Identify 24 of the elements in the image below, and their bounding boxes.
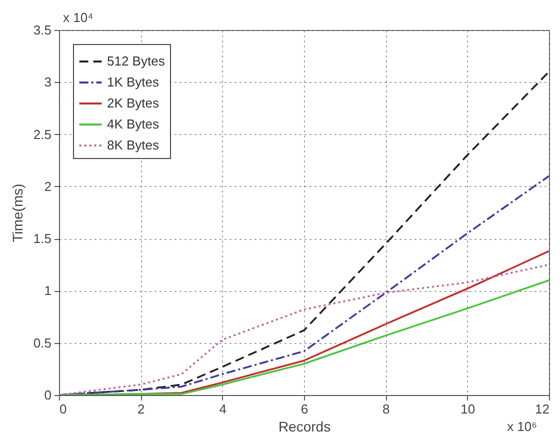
y-tick-label: 1 — [44, 283, 52, 298]
text: x 10⁶ — [507, 419, 537, 434]
y-tick-label: 2.5 — [33, 126, 52, 142]
x-tick-label: 12 — [535, 402, 550, 416]
y-axis-title: Time(ms) — [9, 184, 26, 242]
x-tick-label: 4 — [219, 402, 226, 416]
x-tick-label: 10 — [460, 402, 476, 416]
x-tick-label: 0 — [60, 402, 67, 416]
legend-label: 8K Bytes — [107, 138, 160, 152]
y-tick-label: 2 — [44, 178, 52, 194]
x-tick-label: 8 — [382, 402, 390, 416]
y-tick-label: 0 — [44, 388, 52, 402]
legend-label: 512 Bytes — [107, 54, 166, 68]
legend-label: 1K Bytes — [107, 74, 160, 90]
legend-label: 4K Bytes — [107, 116, 160, 132]
y-tick-label: 3 — [44, 74, 52, 90]
x-tick-label: 2 — [138, 402, 145, 416]
legend-label: 2K Bytes — [107, 96, 160, 110]
text: x 10⁴ — [63, 10, 94, 25]
y-tick-label: 0.5 — [33, 335, 52, 350]
x-tick-label: 6 — [300, 402, 308, 416]
x-axis-title: Records — [278, 418, 331, 434]
y-tick-label: 3.5 — [33, 22, 52, 38]
y-tick-label: 1.5 — [33, 231, 52, 246]
